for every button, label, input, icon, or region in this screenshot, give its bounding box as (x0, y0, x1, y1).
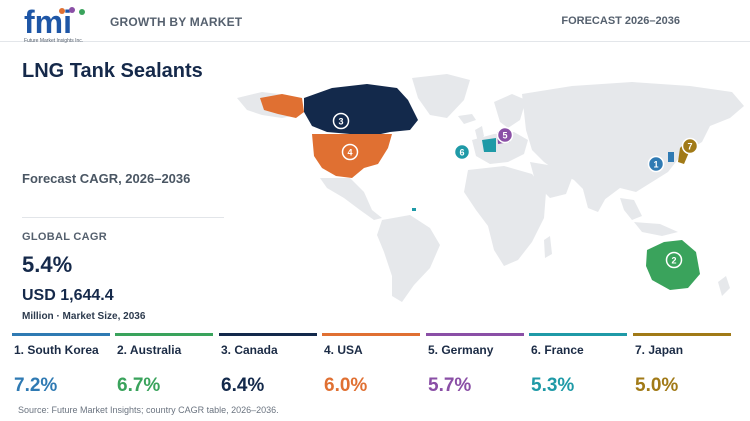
card-cagr-value: 7.2% (14, 375, 58, 396)
card-country-name: 4. USA (324, 343, 363, 357)
section-kicker: GROWTH BY MARKET (110, 15, 243, 29)
card-color-bar (115, 333, 213, 336)
country-cards: 1. South Korea 7.2% 2. Australia 6.7% 3.… (12, 333, 738, 399)
region-canada (304, 84, 418, 136)
country-card-canada[interactable]: 3. Canada 6.4% (219, 333, 317, 399)
region-alaska (260, 94, 304, 118)
card-cagr-value: 5.0% (635, 375, 679, 396)
world-map: 1 2 3 4 5 6 7 (232, 70, 750, 306)
country-card-germany[interactable]: 5. Germany 5.7% (426, 333, 524, 399)
card-color-bar (322, 333, 420, 336)
card-country-name: 3. Canada (221, 343, 278, 357)
map-marker-rank: 1 (653, 160, 658, 170)
global-cagr-value: 5.4% (22, 252, 73, 277)
map-marker-rank: 5 (502, 131, 507, 141)
map-marker-australia[interactable]: 2 (665, 251, 683, 269)
card-country-name: 6. France (531, 343, 584, 357)
card-color-bar (12, 333, 110, 336)
country-card-france[interactable]: 6. France 5.3% (529, 333, 627, 399)
map-landmass (237, 74, 744, 302)
card-cagr-value: 6.7% (117, 375, 161, 396)
map-marker-rank: 7 (687, 142, 692, 152)
logo-subtext: Future Market Insights Inc. (24, 38, 83, 44)
card-color-bar (426, 333, 524, 336)
map-marker-rank: 2 (671, 256, 676, 266)
card-color-bar (633, 333, 731, 336)
card-country-name: 1. South Korea (14, 343, 99, 357)
map-marker-rank: 6 (459, 148, 464, 158)
market-size-value: USD 1,644.4 (22, 287, 114, 304)
country-card-australia[interactable]: 2. Australia 6.7% (115, 333, 213, 399)
card-color-bar (219, 333, 317, 336)
map-marker-japan[interactable]: 7 (681, 137, 699, 155)
country-card-usa[interactable]: 4. USA 6.0% (322, 333, 420, 399)
fmi-logo[interactable]: fmi Future Market Insights Inc. (22, 6, 94, 44)
country-card-south-korea[interactable]: 1. South Korea 7.2% (12, 333, 110, 399)
region-south-korea (668, 152, 674, 162)
forecast-period: FORECAST 2026–2036 (561, 15, 680, 27)
cagr-caption: Forecast CAGR, 2026–2036 (22, 171, 191, 186)
map-marker-rank: 4 (347, 148, 352, 158)
page-title: LNG Tank Sealants (22, 60, 203, 82)
card-cagr-value: 5.7% (428, 375, 472, 396)
market-size-caption: Million · Market Size, 2036 (22, 311, 146, 322)
card-cagr-value: 6.0% (324, 375, 368, 396)
card-color-bar (529, 333, 627, 336)
card-cagr-value: 5.3% (531, 375, 575, 396)
card-country-name: 5. Germany (428, 343, 494, 357)
header-bar: fmi Future Market Insights Inc. GROWTH B… (0, 0, 750, 44)
card-cagr-value: 6.4% (221, 375, 265, 396)
source-note: Source: Future Market Insights; country … (18, 405, 279, 415)
map-marker-germany[interactable]: 5 (496, 126, 514, 144)
global-cagr-label: GLOBAL CAGR (22, 231, 107, 243)
map-marker-rank: 3 (338, 117, 343, 127)
divider (22, 217, 224, 218)
map-marker-usa[interactable]: 4 (341, 143, 359, 161)
map-marker-france[interactable]: 6 (453, 143, 471, 161)
country-card-japan[interactable]: 7. Japan 5.0% (633, 333, 731, 399)
map-marker-canada[interactable]: 3 (332, 112, 350, 130)
card-country-name: 7. Japan (635, 343, 684, 357)
card-country-name: 2. Australia (117, 343, 182, 357)
region-france (482, 138, 496, 152)
map-marker-south-korea[interactable]: 1 (647, 155, 665, 173)
